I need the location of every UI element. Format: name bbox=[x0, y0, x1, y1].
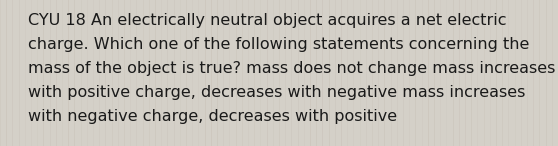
Text: charge. Which one of the following statements concerning the: charge. Which one of the following state… bbox=[28, 37, 530, 52]
Text: with positive charge, decreases with negative mass increases: with positive charge, decreases with neg… bbox=[28, 85, 525, 100]
Text: mass of the object is true? mass does not change mass increases: mass of the object is true? mass does no… bbox=[28, 61, 555, 76]
Text: with negative charge, decreases with positive: with negative charge, decreases with pos… bbox=[28, 110, 397, 125]
Text: CYU 18 An electrically neutral object acquires a net electric: CYU 18 An electrically neutral object ac… bbox=[28, 13, 507, 28]
